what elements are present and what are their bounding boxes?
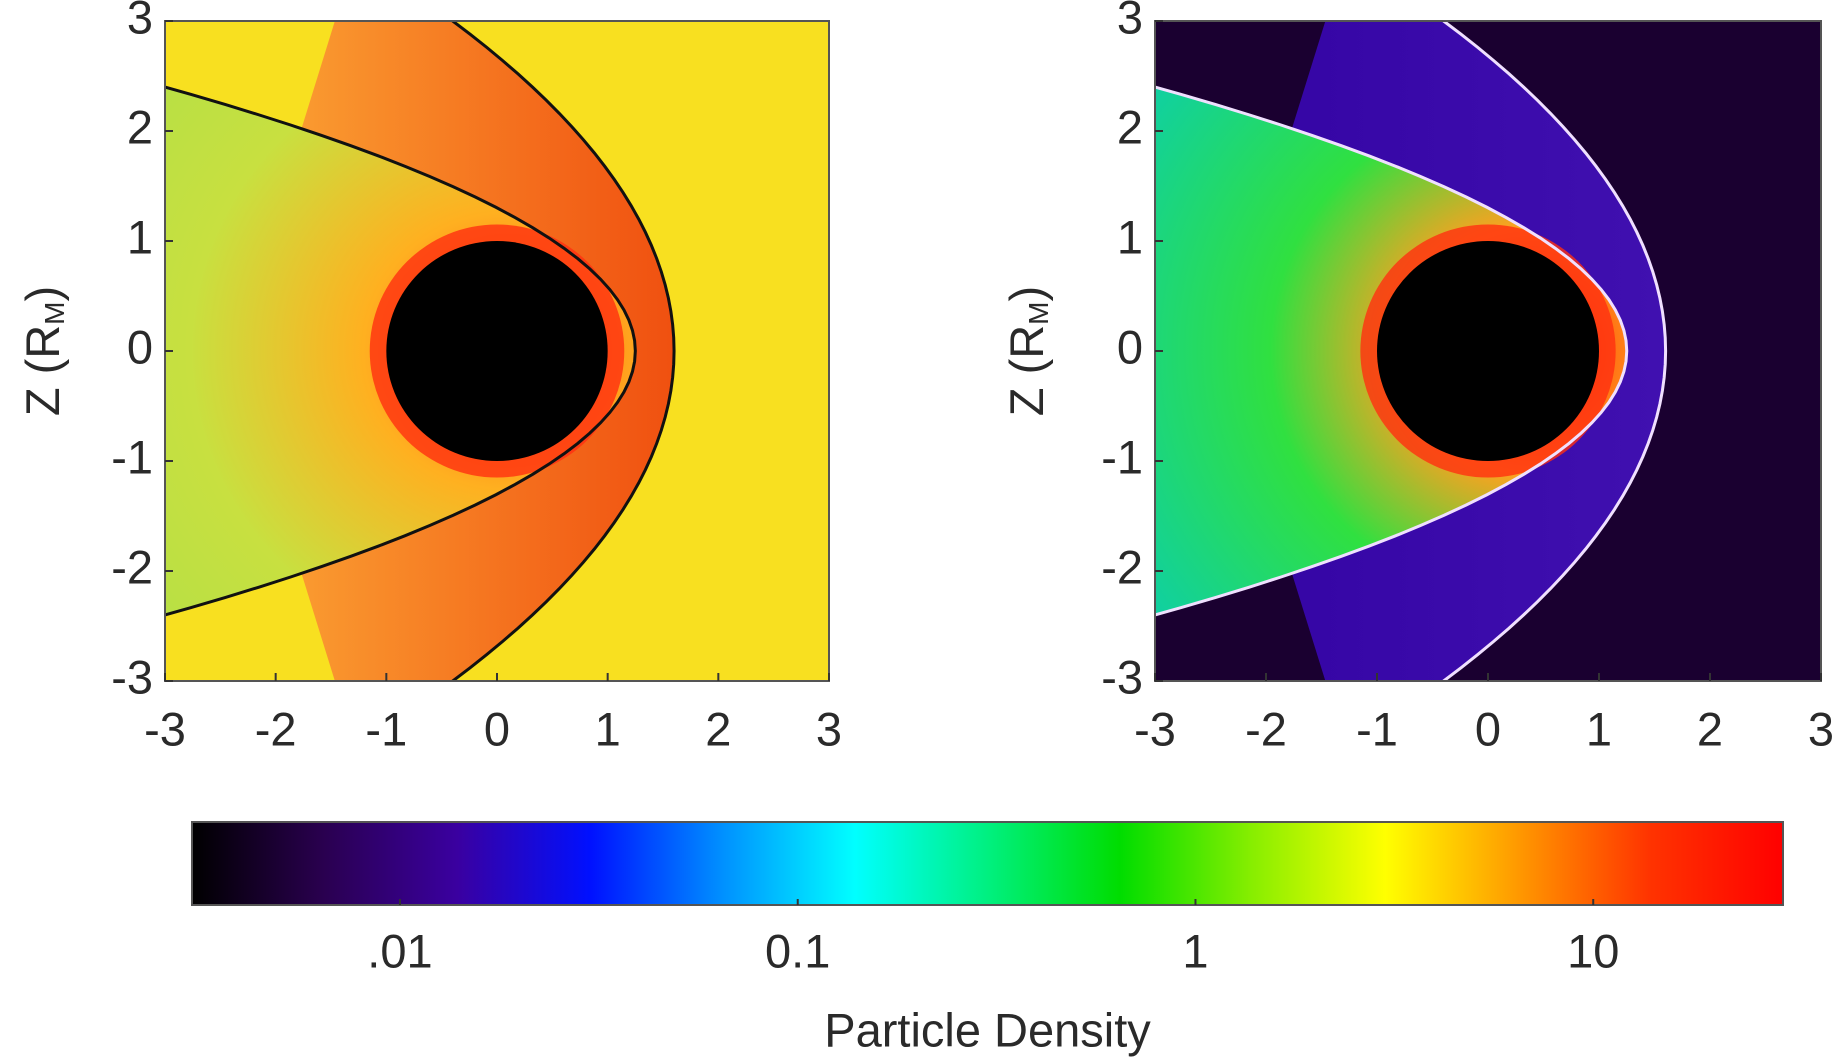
- y-tick-label: 2: [1117, 100, 1143, 153]
- x-tick-label: 1: [595, 702, 621, 755]
- planet: [386, 241, 608, 461]
- colorbar-tick-label: 10: [1567, 924, 1619, 977]
- y-axis-label: Z (RM): [16, 286, 70, 416]
- planet: [1377, 241, 1599, 461]
- y-tick-label: -2: [111, 540, 153, 593]
- plot-area: [165, 21, 829, 681]
- colorbar-tick-label: 0.1: [765, 924, 830, 977]
- bow-shock: [450, 21, 676, 681]
- y-tick-label: -2: [1101, 540, 1143, 593]
- y-label-base: Z (R: [16, 325, 69, 416]
- x-tick-label: 3: [1808, 702, 1834, 755]
- y-label-end: ): [16, 286, 69, 302]
- y-label-end: ): [1000, 286, 1053, 302]
- colorbar-label: Particle Density: [824, 1003, 1151, 1056]
- y-label-base: Z (R: [1000, 325, 1053, 416]
- colorbar: [191, 821, 1784, 906]
- x-tick-label: 0: [484, 702, 510, 755]
- y-axis-label: Z (RM): [1000, 286, 1054, 416]
- colorbar-tick-label: 1: [1182, 924, 1208, 977]
- y-label-subscript: M: [1023, 301, 1054, 324]
- plot-area: [1155, 21, 1821, 681]
- y-tick-label: 2: [127, 100, 153, 153]
- x-tick-label: 3: [816, 702, 842, 755]
- y-tick-label: 1: [1117, 210, 1143, 263]
- x-tick-label: -1: [1356, 702, 1398, 755]
- x-tick-label: 1: [1586, 702, 1612, 755]
- x-tick-label: -2: [255, 702, 297, 755]
- y-tick-label: 0: [1117, 320, 1143, 373]
- y-tick-label: -1: [1101, 430, 1143, 483]
- y-tick-label: 0: [127, 320, 153, 373]
- x-tick-label: 2: [705, 702, 731, 755]
- y-tick-label: -1: [111, 430, 153, 483]
- x-tick-label: -3: [144, 702, 186, 755]
- y-label-subscript: M: [39, 301, 70, 324]
- bow-shock: [1441, 21, 1668, 681]
- x-tick-label: 0: [1475, 702, 1501, 755]
- magnetopause: [165, 85, 637, 617]
- y-tick-label: -3: [1101, 650, 1143, 703]
- y-tick-label: 3: [1117, 0, 1143, 43]
- y-tick-label: -3: [111, 650, 153, 703]
- y-tick-label: 3: [127, 0, 153, 43]
- x-tick-label: 2: [1697, 702, 1723, 755]
- y-tick-label: 1: [127, 210, 153, 263]
- x-tick-label: -3: [1134, 702, 1176, 755]
- x-tick-label: -1: [365, 702, 407, 755]
- colorbar-tick-label: .01: [367, 924, 432, 977]
- magnetopause: [1155, 85, 1629, 617]
- x-tick-label: -2: [1245, 702, 1287, 755]
